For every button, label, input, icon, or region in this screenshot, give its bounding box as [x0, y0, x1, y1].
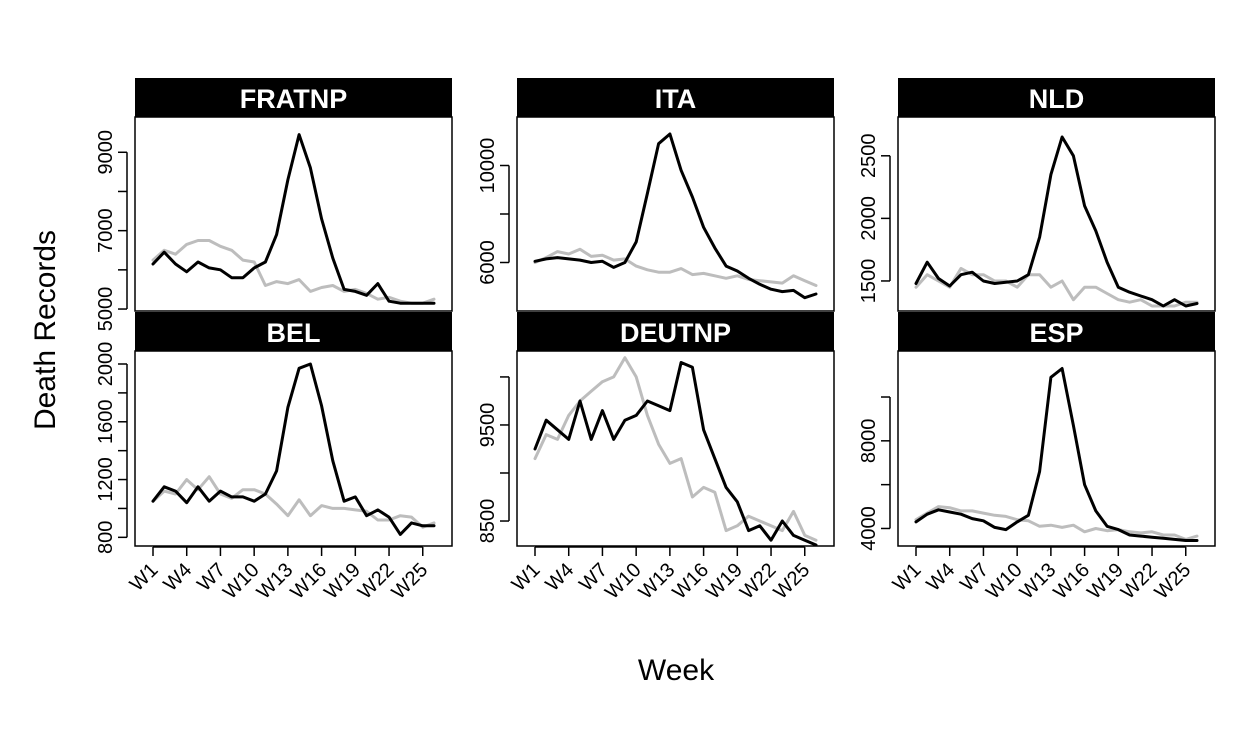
y-tick-label-fratnp-5000: 5000: [95, 287, 117, 332]
x-tick-label-bel-w1: W1: [126, 559, 163, 596]
y-tick-label-bel-800: 800: [95, 521, 117, 554]
panel-title-esp: ESP: [1029, 318, 1083, 348]
series-line-fratnp-baseline: [153, 241, 434, 304]
x-tick-label-bel-w22: W22: [354, 559, 399, 604]
panel-bel: BEL800120016002000W1W4W7W10W13W16W19W22W…: [95, 312, 452, 604]
x-tick-label-deutnp-w25: W25: [770, 559, 815, 604]
y-axis-title: Death Records: [29, 230, 62, 430]
x-tick-label-bel-w19: W19: [320, 559, 365, 604]
x-tick-label-esp-w16: W16: [1049, 559, 1094, 604]
x-tick-label-esp-w22: W22: [1117, 559, 1162, 604]
series-line-esp-baseline: [916, 507, 1197, 540]
y-tick-label-bel-2000: 2000: [95, 342, 117, 387]
x-tick-label-esp-w19: W19: [1083, 559, 1128, 604]
series-line-fratnp-current: [153, 135, 434, 304]
panels-layer: FRATNP 5000 7000 9000 ITA 6000 10000 NLD 1500 200…: [95, 78, 1215, 604]
x-tick-label-bel-w10: W10: [219, 559, 264, 604]
y-tick-label-bel-1600: 1600: [95, 400, 117, 445]
panel-frame-esp: [898, 351, 1215, 546]
y-tick-label-deutnp-8500: 8500: [477, 499, 499, 544]
x-tick-label-deutnp-w16: W16: [668, 559, 713, 604]
x-tick-label-esp-w1: W1: [889, 559, 926, 596]
x-tick-label-esp-w10: W10: [982, 559, 1027, 604]
x-tick-label-deutnp-w4: W4: [541, 559, 578, 596]
panel-title-ita: ITA: [655, 84, 697, 114]
panel-ita: ITA 6000 10000: [477, 78, 834, 311]
x-tick-label-esp-w13: W13: [1016, 559, 1061, 604]
y-tick-label-fratnp-7000: 7000: [95, 208, 117, 253]
x-tick-label-bel-w25: W25: [388, 559, 433, 604]
y-tick-label-nld-1500: 1500: [858, 259, 880, 304]
y-tick-label-esp-4000: 4000: [858, 506, 880, 551]
x-tick-label-esp-w25: W25: [1151, 559, 1196, 604]
panel-title-bel: BEL: [267, 318, 321, 348]
y-tick-label-esp-8000: 8000: [858, 419, 880, 464]
x-tick-label-bel-w4: W4: [159, 559, 196, 596]
y-tick-label-nld-2000: 2000: [858, 196, 880, 241]
y-tick-label-bel-1200: 1200: [95, 457, 117, 502]
series-line-nld-current: [916, 137, 1197, 306]
x-axis-title: Week: [638, 654, 715, 687]
y-tick-label-deutnp-9500: 9500: [477, 403, 499, 448]
x-tick-label-bel-w13: W13: [253, 559, 298, 604]
x-tick-label-bel-w16: W16: [286, 559, 331, 604]
y-tick-label-fratnp-9000: 9000: [95, 130, 117, 175]
panel-title-nld: NLD: [1029, 84, 1085, 114]
x-tick-label-deutnp-w10: W10: [601, 559, 646, 604]
x-tick-label-deutnp-w13: W13: [635, 559, 680, 604]
series-line-ita-baseline: [535, 249, 816, 285]
y-tick-label-nld-2500: 2500: [858, 134, 880, 179]
x-tick-label-deutnp-w19: W19: [702, 559, 747, 604]
panel-title-fratnp: FRATNP: [240, 84, 348, 114]
panel-fratnp: FRATNP 5000 7000 9000: [95, 78, 452, 331]
panel-nld: NLD 1500 2000 2500: [858, 78, 1215, 311]
series-line-esp-current: [916, 369, 1197, 541]
series-line-ita-current: [535, 134, 816, 298]
x-tick-label-deutnp-w1: W1: [508, 559, 545, 596]
series-line-deutnp-current: [535, 363, 816, 546]
x-tick-label-deutnp-w22: W22: [736, 559, 781, 604]
y-tick-label-ita-10000: 10000: [477, 138, 499, 194]
panel-title-deutnp: DEUTNP: [620, 318, 731, 348]
y-tick-label-ita-6000: 6000: [477, 240, 499, 285]
x-tick-label-esp-w4: W4: [922, 559, 959, 596]
